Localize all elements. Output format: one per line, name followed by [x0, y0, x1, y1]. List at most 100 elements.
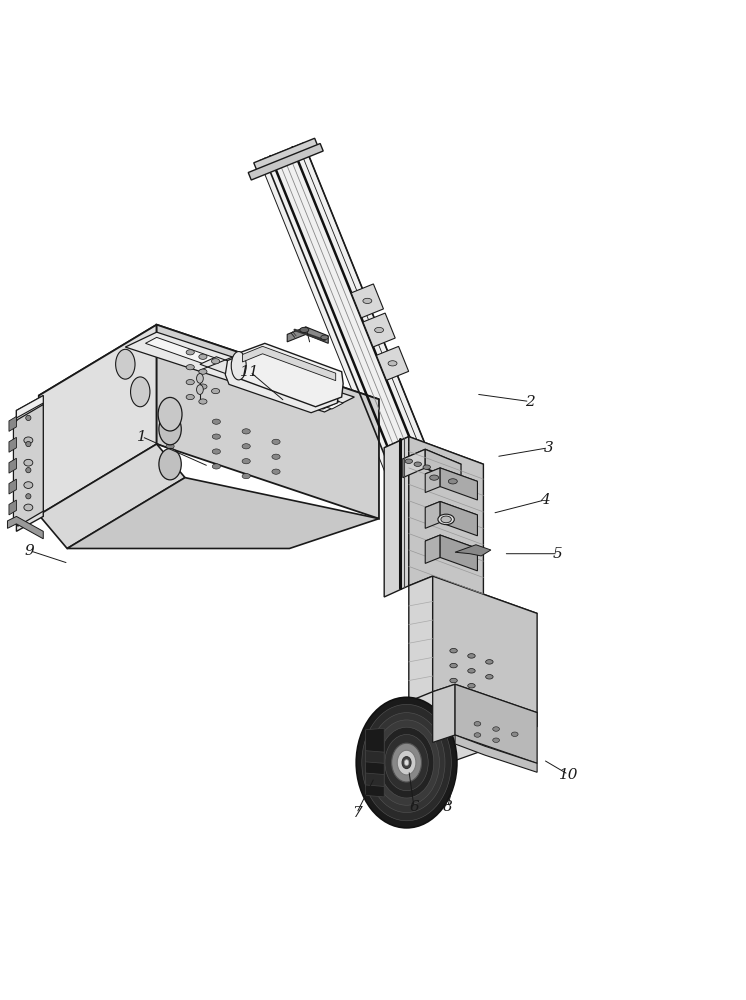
Ellipse shape [212, 434, 221, 439]
Ellipse shape [198, 354, 207, 359]
Ellipse shape [198, 384, 207, 389]
Text: 2: 2 [524, 395, 535, 409]
Polygon shape [351, 284, 383, 318]
Ellipse shape [492, 738, 500, 742]
Ellipse shape [474, 733, 481, 737]
Polygon shape [248, 144, 323, 180]
Ellipse shape [24, 459, 33, 466]
Ellipse shape [474, 722, 481, 726]
Ellipse shape [363, 298, 372, 304]
Ellipse shape [374, 720, 439, 805]
Text: 9: 9 [25, 544, 35, 558]
Ellipse shape [468, 684, 475, 688]
Ellipse shape [212, 464, 221, 469]
Polygon shape [401, 505, 472, 554]
Text: 8: 8 [442, 800, 453, 814]
Ellipse shape [186, 350, 194, 355]
Ellipse shape [197, 385, 204, 394]
Polygon shape [260, 143, 471, 577]
Polygon shape [145, 337, 343, 409]
Polygon shape [409, 437, 483, 613]
Polygon shape [9, 437, 16, 452]
Text: 7: 7 [351, 806, 362, 820]
Ellipse shape [468, 669, 475, 673]
Polygon shape [366, 728, 384, 752]
Text: 4: 4 [539, 493, 550, 507]
Polygon shape [425, 449, 461, 483]
Polygon shape [409, 576, 433, 701]
Ellipse shape [212, 359, 219, 364]
Polygon shape [425, 468, 440, 493]
Ellipse shape [131, 377, 150, 407]
Polygon shape [366, 763, 384, 786]
Ellipse shape [24, 437, 33, 444]
Ellipse shape [242, 474, 251, 479]
Polygon shape [455, 684, 537, 763]
Ellipse shape [212, 388, 219, 394]
Ellipse shape [357, 697, 457, 828]
Ellipse shape [492, 727, 500, 731]
Text: 10: 10 [559, 768, 578, 782]
Ellipse shape [388, 361, 397, 366]
Polygon shape [403, 449, 425, 478]
Ellipse shape [24, 482, 33, 488]
Ellipse shape [272, 454, 280, 459]
Ellipse shape [25, 441, 31, 447]
Ellipse shape [272, 469, 280, 474]
Polygon shape [9, 479, 16, 494]
Ellipse shape [423, 465, 430, 469]
Ellipse shape [186, 365, 194, 370]
Polygon shape [366, 751, 384, 775]
Polygon shape [242, 346, 336, 381]
Polygon shape [440, 535, 477, 571]
Ellipse shape [450, 678, 457, 683]
Polygon shape [67, 478, 379, 548]
Ellipse shape [166, 466, 175, 471]
Ellipse shape [231, 352, 246, 380]
Polygon shape [366, 773, 384, 797]
Polygon shape [425, 501, 440, 528]
Polygon shape [39, 325, 157, 515]
Ellipse shape [450, 648, 457, 653]
Text: 3: 3 [543, 441, 554, 455]
Ellipse shape [392, 743, 421, 782]
Ellipse shape [385, 734, 428, 791]
Ellipse shape [380, 727, 434, 798]
Ellipse shape [512, 732, 518, 736]
Text: 11: 11 [240, 365, 260, 379]
Polygon shape [287, 327, 328, 343]
Ellipse shape [448, 479, 457, 484]
Polygon shape [39, 444, 185, 548]
Text: 6: 6 [409, 800, 419, 814]
Polygon shape [125, 332, 354, 412]
Ellipse shape [198, 369, 207, 374]
Polygon shape [237, 343, 343, 407]
Text: 5: 5 [553, 547, 563, 561]
Polygon shape [9, 416, 16, 431]
Ellipse shape [486, 675, 493, 679]
Polygon shape [455, 735, 537, 772]
Polygon shape [433, 576, 537, 727]
Ellipse shape [402, 757, 411, 769]
Polygon shape [384, 437, 483, 475]
Ellipse shape [272, 439, 280, 444]
Polygon shape [440, 468, 477, 500]
Ellipse shape [24, 504, 33, 511]
Polygon shape [254, 138, 320, 175]
Polygon shape [9, 500, 16, 515]
Ellipse shape [404, 760, 409, 766]
Polygon shape [377, 346, 409, 380]
Ellipse shape [197, 374, 204, 383]
Ellipse shape [158, 397, 182, 431]
Ellipse shape [321, 335, 328, 340]
Ellipse shape [25, 415, 31, 421]
Polygon shape [409, 690, 485, 776]
Ellipse shape [186, 380, 194, 385]
Polygon shape [409, 576, 537, 623]
Ellipse shape [374, 327, 383, 333]
Polygon shape [13, 405, 43, 526]
Polygon shape [425, 468, 477, 487]
Ellipse shape [198, 399, 207, 404]
Polygon shape [363, 313, 395, 347]
Ellipse shape [362, 704, 451, 821]
